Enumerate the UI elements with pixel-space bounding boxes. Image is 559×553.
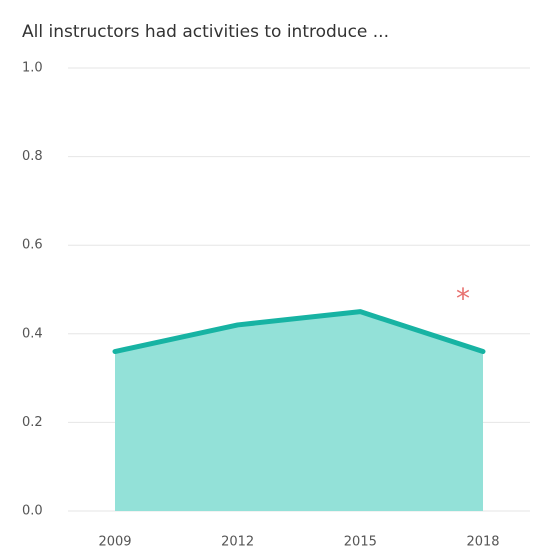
y-tick-label: 0.8 <box>22 149 43 164</box>
x-tick-label: 2018 <box>466 535 499 550</box>
x-tick-label: 2009 <box>98 535 131 550</box>
y-tick-label: 0.0 <box>22 504 43 519</box>
annotation: * <box>456 282 470 315</box>
x-tick-label: 2015 <box>344 535 377 550</box>
y-tick-label: 0.6 <box>22 238 43 253</box>
line <box>112 309 486 355</box>
chart-title: All instructors had activities to introd… <box>22 22 389 42</box>
area <box>115 311 483 511</box>
y-tick-label: 0.2 <box>22 415 43 430</box>
x-tick-label: 2012 <box>221 535 254 550</box>
y-tick-label: 0.4 <box>22 326 43 341</box>
y-tick-label: 1.0 <box>22 61 43 76</box>
